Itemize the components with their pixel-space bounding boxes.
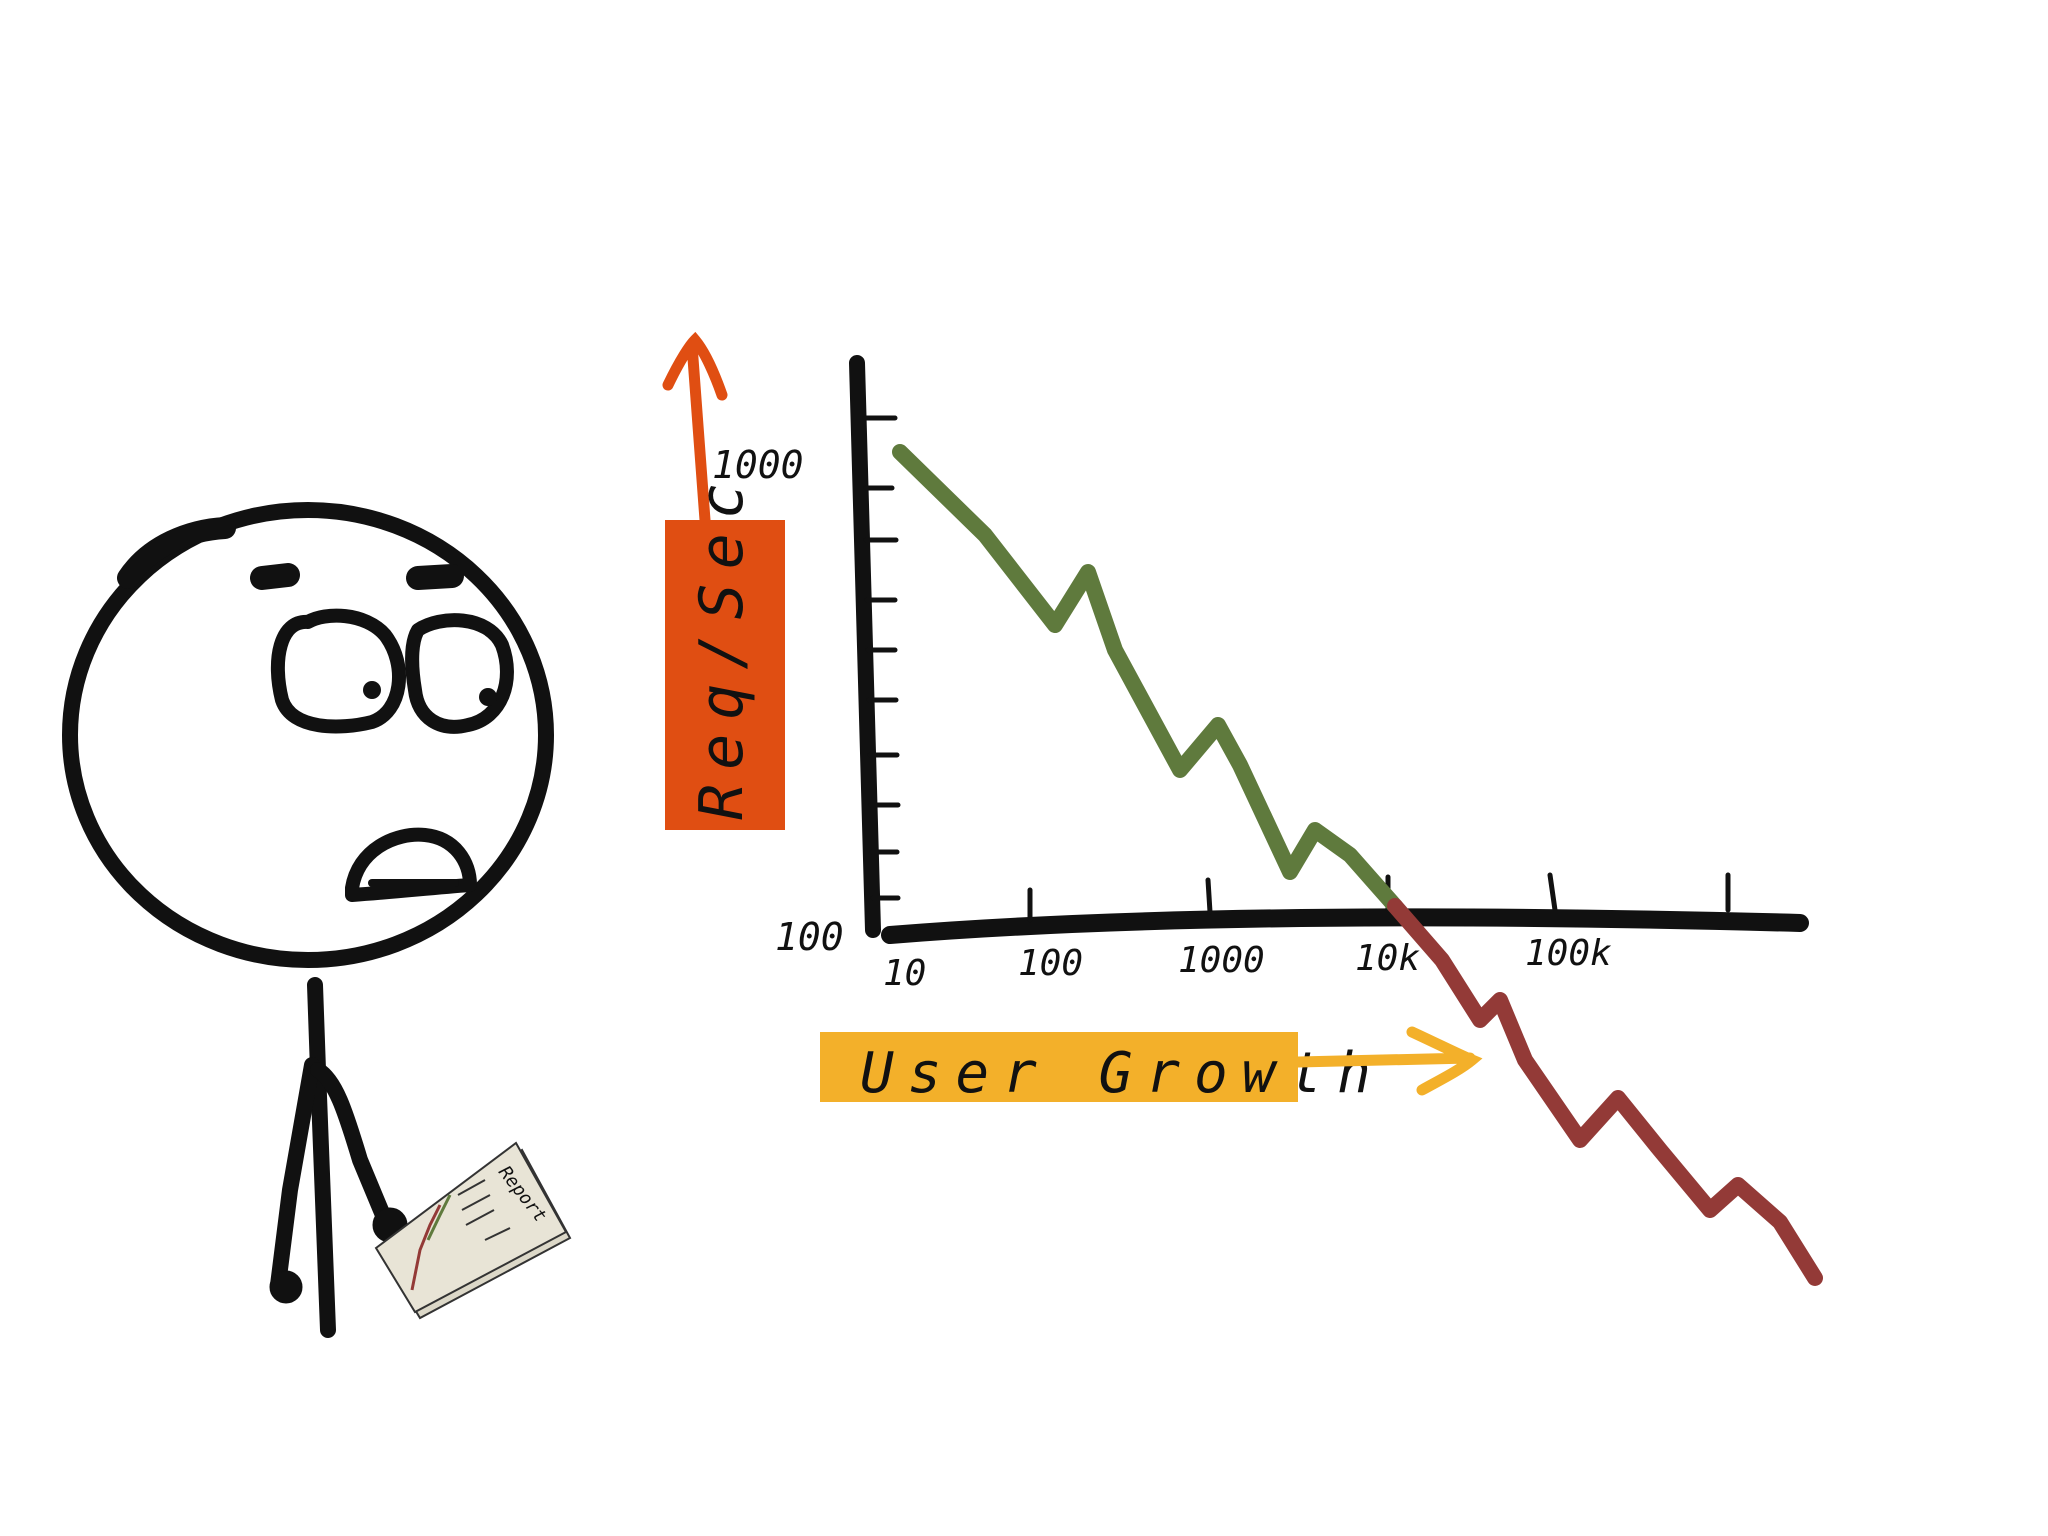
x-tick-100k: 100k bbox=[1525, 933, 1612, 974]
left-pupil bbox=[363, 681, 381, 699]
x-tick-10: 10 bbox=[883, 953, 926, 994]
y-tick-labels: 1000 100 bbox=[712, 443, 844, 959]
right-eye bbox=[405, 613, 514, 734]
y-axis-arrow bbox=[662, 331, 728, 526]
report-document: Report bbox=[374, 1141, 572, 1320]
hair-tuft bbox=[117, 517, 236, 589]
x-axis-label-group: User Growth bbox=[820, 1026, 1483, 1106]
x-tick-10k: 10k bbox=[1355, 938, 1420, 979]
x-tick-100: 100 bbox=[1018, 943, 1083, 984]
y-axis-label: Req/Sec bbox=[687, 469, 757, 820]
y-axis-label-group: Req/Sec bbox=[662, 331, 785, 830]
x-axis bbox=[881, 908, 1809, 944]
chart-axes bbox=[849, 355, 1809, 944]
x-tick-1000: 1000 bbox=[1178, 940, 1265, 981]
x-axis-label-box bbox=[820, 1032, 1298, 1102]
head bbox=[62, 502, 554, 968]
y-tick-100: 100 bbox=[775, 915, 844, 959]
y-axis-ticks bbox=[862, 415, 901, 901]
right-arm bbox=[310, 1062, 393, 1228]
y-axis bbox=[849, 355, 881, 938]
right-pupil bbox=[479, 688, 497, 706]
line-good-segment bbox=[892, 444, 1403, 914]
right-eyebrow bbox=[406, 564, 464, 590]
left-eye bbox=[270, 608, 406, 734]
y-axis-label-box bbox=[665, 520, 785, 830]
y-tick-1000: 1000 bbox=[712, 443, 804, 487]
x-axis-arrow bbox=[1292, 1026, 1483, 1096]
stick-figure bbox=[62, 502, 554, 1338]
left-arm bbox=[270, 1057, 320, 1293]
body bbox=[307, 977, 336, 1338]
mouth bbox=[345, 827, 477, 902]
line-bad-segment bbox=[1387, 898, 1823, 1286]
left-hand bbox=[269, 1270, 303, 1304]
left-eyebrow bbox=[250, 563, 300, 590]
x-axis-label: User Growth bbox=[860, 1041, 1385, 1106]
x-tick-labels: 10 100 1000 10k 100k bbox=[883, 933, 1612, 994]
